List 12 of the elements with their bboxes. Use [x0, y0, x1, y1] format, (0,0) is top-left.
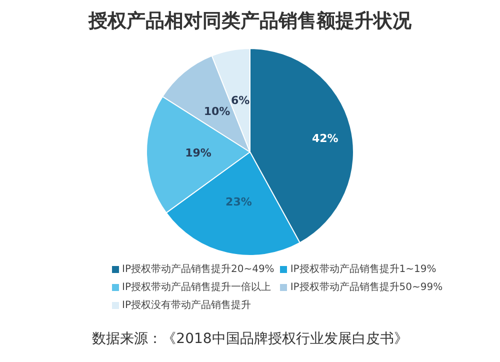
data-label: 6%: [230, 94, 250, 108]
legend-label: IP授权带动产品销售提升20~49%: [121, 262, 274, 276]
legend-label: IP授权带动产品销售提升1~19%: [289, 262, 438, 276]
chart-title: 授权产品相对同类产品销售额提升状况: [87, 9, 412, 34]
legend-label: IP授权带动产品销售提升50~99%: [289, 280, 443, 294]
data-label: 10%: [204, 104, 230, 118]
legend-label: IP授权带动产品销售提升一倍以上: [121, 280, 272, 294]
data-label: 23%: [226, 195, 252, 208]
data-label: 19%: [185, 146, 212, 160]
data-label: 42%: [312, 132, 338, 145]
legend-label: IP授权没有带动产品销售提升: [121, 298, 252, 312]
source-note: 数据来源：《2018中国品牌授权行业发展白皮书》: [91, 330, 409, 348]
